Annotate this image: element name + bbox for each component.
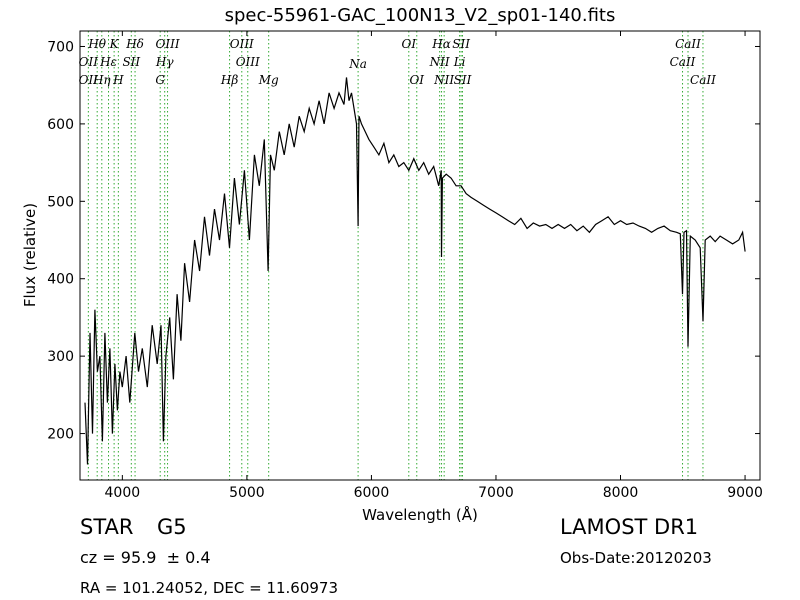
y-tick-label: 700 [47, 39, 74, 55]
y-tick-label: 600 [47, 117, 74, 133]
x-axis-label: Wavelength (Å) [362, 506, 478, 524]
spectral-line-label: SII [122, 55, 140, 69]
spectral-line-label: Hα [431, 37, 451, 51]
object-class: STAR [80, 515, 134, 539]
spectral-line-label: CaII [675, 37, 701, 51]
spectral-line-label: SII [452, 37, 470, 51]
spectral-line-label: Hη [92, 73, 111, 87]
object-subclass: G5 [157, 515, 187, 539]
spectral-line-label: Li [453, 55, 466, 69]
spectral-line-label: OI [402, 37, 417, 51]
spectral-line-label: K [109, 37, 120, 51]
y-tick-label: 300 [47, 349, 74, 365]
obs-date: Obs-Date:20120203 [560, 549, 712, 567]
spectral-line-label: OI [409, 73, 424, 87]
spectrum-series-line [84, 77, 746, 465]
chart-title: spec-55961-GAC_100N13_V2_sp01-140.fits [224, 5, 616, 26]
spectral-line-label: CaII [690, 73, 716, 87]
spectral-line-label: Hθ [87, 37, 106, 51]
x-tick-label: 5000 [229, 485, 265, 501]
spectral-line-label: Mg [258, 73, 279, 87]
plot-frame [79, 30, 761, 481]
y-axis-label: Flux (relative) [21, 202, 39, 308]
redshift-text: cz = 95.9 ± 0.4 [80, 548, 211, 567]
y-tick-label: 500 [47, 194, 74, 210]
x-tick-label: 6000 [354, 485, 390, 501]
survey-name: LAMOST DR1 [560, 515, 699, 539]
x-tick-label: 9000 [727, 485, 763, 501]
spectral-line-label: Hβ [220, 73, 238, 87]
spectral-line-label: NII [433, 73, 454, 87]
spectral-line-label: G [155, 73, 165, 87]
spectral-line-label: Hε [99, 55, 117, 69]
spectral-line-label: SII [454, 73, 472, 87]
coordinates-text: RA = 101.24052, DEC = 11.60973 [80, 579, 339, 597]
x-tick-label: 7000 [478, 485, 514, 501]
x-tick-label: 8000 [603, 485, 639, 501]
spectral-line-label: OIII [230, 37, 254, 51]
axis-ticks: 4000 5000 6000 7000 8000 9000 200 300 400 500 600 7… [47, 31, 763, 501]
spectral-line-label: OII [79, 55, 99, 69]
y-tick-label: 200 [47, 427, 74, 443]
spectral-line-label: Hδ [125, 37, 144, 51]
spectral-line-label: NII [429, 55, 450, 69]
spectral-line-label: OIII [156, 37, 180, 51]
spectral-line-label: CaII [670, 55, 696, 69]
y-tick-label: 400 [47, 272, 74, 288]
spectral-line-label: H [112, 73, 124, 87]
spectral-line-label: OIII [236, 55, 260, 69]
spectral-line-label: Na [348, 57, 367, 71]
line-markers [87, 31, 704, 480]
x-tick-label: 4000 [105, 485, 141, 501]
spectral-line-label: OII [79, 73, 99, 87]
spectral-line-label: Hγ [155, 55, 174, 69]
